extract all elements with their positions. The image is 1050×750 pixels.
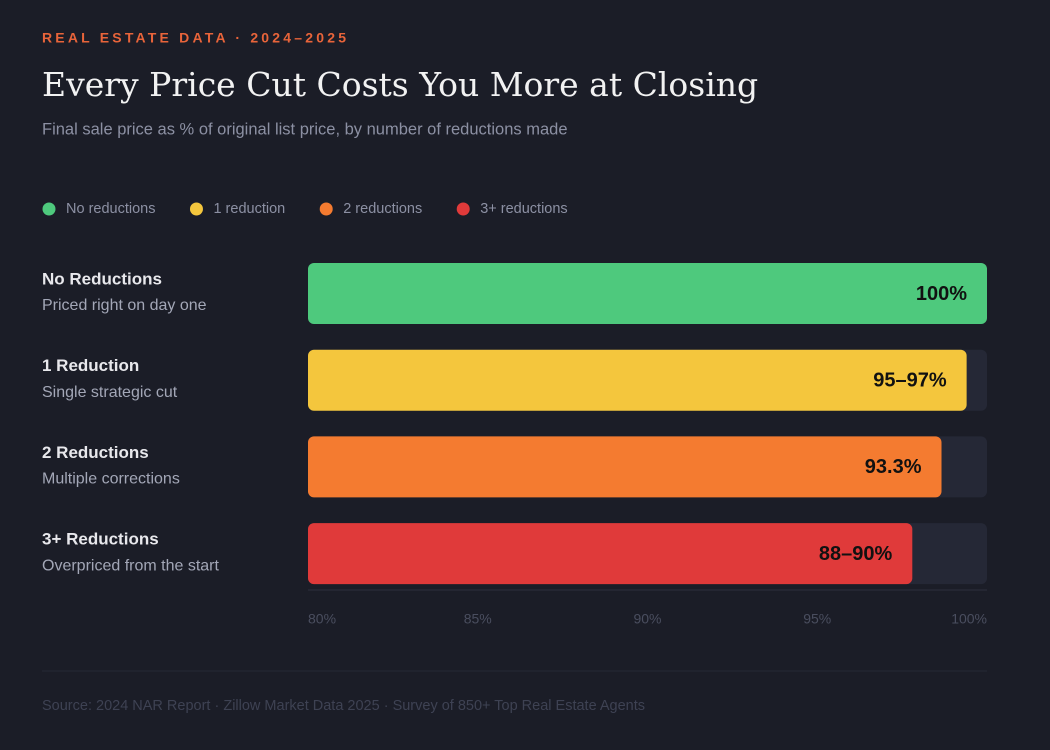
legend-swatch (42, 202, 56, 216)
legend-swatch (456, 202, 470, 216)
value-label: 93.3% (865, 456, 922, 478)
category-note: Multiple corrections (42, 471, 180, 488)
legend-label: No reductions (66, 201, 155, 217)
category-note: Single strategic cut (42, 384, 178, 401)
value-label: 95–97% (873, 369, 947, 391)
legend-swatch (189, 202, 203, 216)
category-label: No Reductions (42, 269, 162, 288)
category-label: 2 Reductions (42, 443, 149, 462)
x-tick-label: 95% (803, 611, 831, 627)
bar (308, 436, 942, 498)
category-label: 3+ Reductions (42, 530, 159, 549)
eyebrow: REAL ESTATE DATA · 2024–2025 (42, 30, 349, 46)
x-tick-label: 90% (633, 611, 661, 627)
x-tick-label: 85% (464, 611, 492, 627)
bar (308, 349, 967, 411)
category-note: Priced right on day one (42, 297, 207, 314)
legend-label: 3+ reductions (480, 201, 567, 217)
category-label: 1 Reduction (42, 356, 139, 375)
chart-title: Every Price Cut Costs You More at Closin… (42, 65, 758, 104)
chart-subtitle: Final sale price as % of original list p… (42, 120, 568, 138)
value-label: 100% (916, 283, 967, 305)
bar (308, 263, 987, 324)
legend-swatch (319, 202, 333, 216)
source: Source: 2024 NAR Report · Zillow Market … (42, 698, 645, 714)
x-tick-label: 80% (308, 611, 336, 627)
x-tick-label: 100% (951, 611, 987, 627)
legend-label: 1 reduction (213, 201, 285, 217)
value-label: 88–90% (819, 543, 893, 565)
bar (308, 523, 913, 585)
legend-label: 2 reductions (343, 201, 422, 217)
category-note: Overpriced from the start (42, 557, 220, 574)
